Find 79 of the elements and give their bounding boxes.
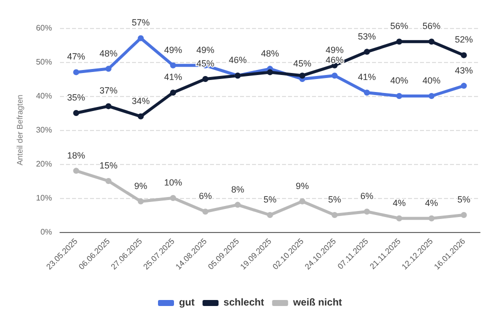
point [73,110,80,116]
y-tick-label: 10% [36,194,52,202]
data-label: 15% [99,160,118,170]
data-label: 56% [422,21,441,32]
data-label: 10% [164,178,182,188]
data-label: 48% [99,48,118,58]
point [234,202,241,208]
point [170,195,176,201]
data-label: 46% [326,55,344,66]
data-label: 47% [67,52,86,62]
point [396,38,402,45]
data-label: 9% [134,180,148,191]
y-tick-label: 40% [36,92,52,100]
point [170,90,176,96]
point [332,212,338,218]
y-axis-title: Anteil der Befragten [16,94,24,166]
data-label: 37% [99,86,118,96]
point [332,72,338,79]
data-label: 5% [457,194,470,204]
data-label: 5% [263,194,277,204]
point [267,212,273,218]
point [105,66,112,72]
point [105,178,112,184]
data-label: 9% [296,180,309,191]
point [460,52,467,58]
data-label: 4% [392,198,406,208]
point [202,208,208,215]
point [138,113,144,120]
data-label: 56% [390,21,408,32]
point [73,69,80,76]
data-label: 49% [164,44,182,55]
data-label: 6% [360,191,374,202]
point [428,93,435,99]
y-tick-label: 20% [36,160,52,168]
point [396,215,402,222]
point [460,212,467,218]
point [460,82,467,89]
point [299,72,306,79]
data-label: 52% [454,34,473,45]
data-label: 4% [425,198,438,208]
point [138,198,144,204]
data-label: 41% [164,72,182,82]
data-label: 48% [260,48,280,58]
point [267,69,273,76]
y-tick-label: 30% [36,126,52,134]
y-tick-label: 50% [36,58,52,66]
legend-label: schlecht [224,298,265,308]
legend-label: gut [178,298,196,308]
point [202,76,208,82]
point [299,198,306,204]
data-label: 49% [196,44,214,55]
data-label: 57% [132,18,150,28]
data-label: 35% [67,92,86,102]
data-label: 43% [454,65,473,76]
point [138,35,144,42]
y-tick-label: 60% [36,24,52,32]
data-label: 40% [390,76,408,86]
point [428,38,435,45]
point [364,90,370,96]
point [396,93,402,99]
data-label: 40% [422,76,441,86]
point [73,168,80,174]
data-label: 34% [132,96,150,106]
point [105,103,112,110]
data-label: 5% [328,194,342,204]
y-tick-label: 0% [40,228,52,236]
data-label: 49% [326,44,344,55]
data-label: 18% [67,150,86,160]
point [364,48,370,55]
data-label: 6% [198,191,212,202]
point [428,215,435,222]
data-label: 45% [293,58,312,68]
legend-label: weiß nicht [292,298,343,308]
point [170,62,176,68]
data-label: 53% [358,31,376,42]
point [364,208,370,215]
data-label: 46% [228,55,247,66]
data-label: 8% [231,184,244,194]
data-label: 41% [358,72,376,82]
